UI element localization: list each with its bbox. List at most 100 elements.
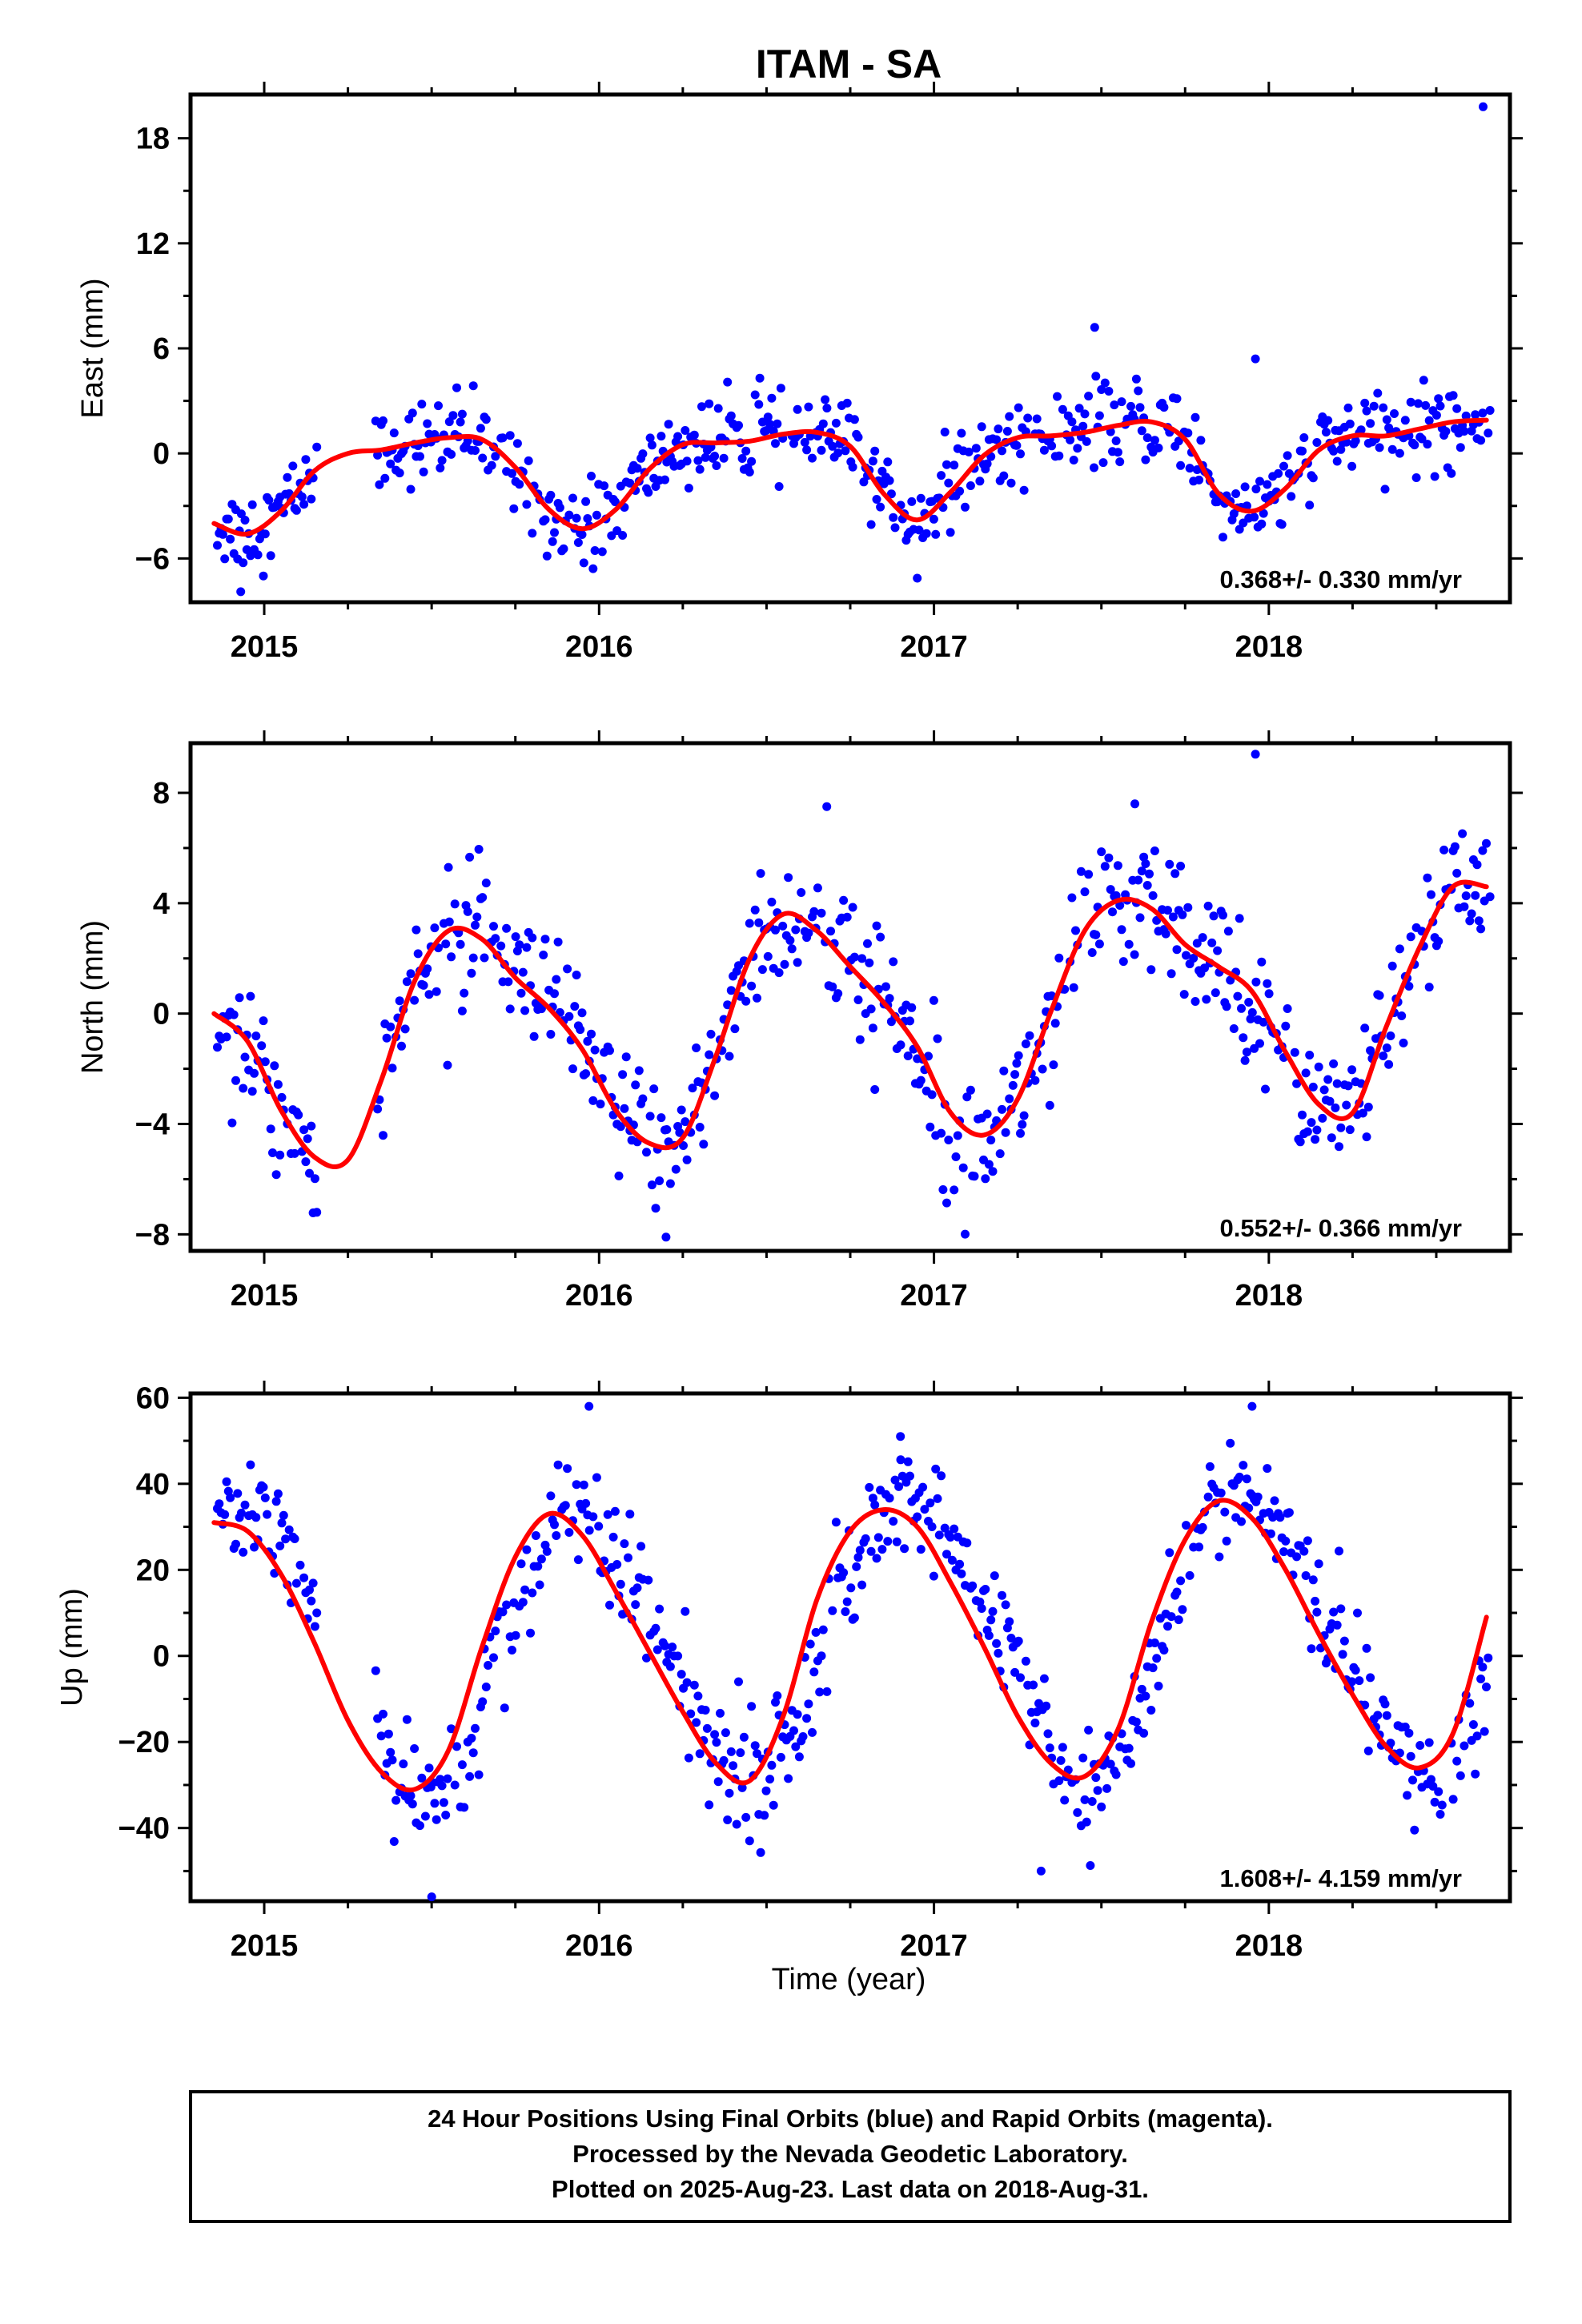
north-data-point — [1335, 1142, 1343, 1152]
north-data-point — [885, 994, 894, 1003]
up-data-point — [681, 1606, 690, 1616]
east-data-point — [977, 422, 986, 432]
up-data-point — [1045, 1743, 1054, 1753]
up-data-point — [918, 1482, 928, 1492]
up-data-point — [793, 1710, 802, 1719]
north-data-point — [520, 1006, 530, 1015]
north-data-point — [849, 952, 859, 962]
north-data-point — [750, 905, 760, 915]
east-data-point — [1456, 443, 1465, 452]
up-data-point — [312, 1608, 322, 1618]
east-data-point — [1058, 404, 1067, 414]
east-data-point — [259, 571, 268, 581]
east-data-point — [1110, 400, 1119, 410]
east-data-point — [297, 492, 307, 501]
east-data-point — [572, 513, 581, 523]
up-data-point — [760, 1811, 769, 1820]
up-data-point — [573, 1555, 583, 1565]
up-data-point — [818, 1625, 828, 1634]
up-data-point — [424, 1763, 434, 1773]
north-data-point — [410, 995, 420, 1005]
east-data-point — [1390, 409, 1399, 418]
up-x-tick-label: 2015 — [231, 1929, 299, 1963]
north-data-point — [1014, 1051, 1023, 1060]
north-data-point — [450, 899, 460, 909]
east-data-point — [1257, 519, 1267, 529]
up-data-point — [1042, 1701, 1051, 1711]
north-data-point — [1021, 1039, 1030, 1048]
up-data-point — [769, 1800, 778, 1810]
up-data-point — [726, 1747, 736, 1756]
north-data-point — [730, 1024, 740, 1034]
east-data-point — [741, 446, 751, 456]
east-data-point — [457, 409, 467, 419]
up-data-point — [594, 1522, 604, 1531]
up-data-point — [794, 1752, 804, 1762]
north-data-point — [1264, 989, 1274, 999]
up-data-point — [550, 1520, 559, 1530]
north-data-point — [303, 1134, 312, 1144]
up-data-point — [1353, 1608, 1362, 1618]
east-data-point — [220, 554, 230, 564]
up-data-point — [651, 1623, 661, 1633]
up-data-point — [767, 1760, 777, 1770]
north-outlier-point — [444, 862, 453, 872]
up-data-point — [508, 1646, 516, 1655]
east-data-point — [380, 473, 390, 483]
east-data-point — [808, 453, 817, 463]
east-data-point — [982, 459, 992, 468]
up-data-point — [1131, 1717, 1141, 1727]
north-data-point — [441, 939, 451, 949]
east-data-point — [1362, 406, 1371, 416]
up-data-point — [716, 1708, 725, 1718]
up-data-point — [379, 1709, 387, 1719]
north-data-point — [546, 1030, 556, 1039]
up-data-point — [584, 1526, 594, 1535]
up-data-point — [220, 1510, 230, 1519]
up-data-point — [701, 1706, 710, 1715]
north-data-point — [1375, 991, 1384, 1000]
east-data-point — [1235, 525, 1244, 534]
up-data-point — [222, 1477, 231, 1486]
up-data-point — [723, 1815, 733, 1824]
east-data-point — [754, 400, 764, 409]
north-data-point — [213, 1043, 222, 1052]
east-data-point — [1379, 403, 1388, 412]
north-data-point — [905, 1016, 914, 1026]
up-data-point — [1165, 1548, 1174, 1558]
up-data-point — [988, 1606, 998, 1616]
up-data-point — [942, 1550, 951, 1559]
north-data-point — [1179, 990, 1189, 999]
east-y-tick-label: 12 — [136, 227, 170, 261]
up-data-point — [1266, 1529, 1275, 1538]
up-data-point — [498, 1607, 508, 1617]
east-data-point — [1054, 451, 1064, 460]
north-data-point — [570, 1002, 580, 1011]
north-data-point — [402, 977, 412, 987]
east-outlier-point — [1251, 354, 1260, 364]
up-data-point — [689, 1680, 699, 1690]
east-data-point — [1091, 372, 1101, 381]
east-data-point — [564, 510, 574, 520]
north-data-point — [1019, 1111, 1029, 1120]
north-data-point — [1460, 902, 1469, 911]
north-data-point — [982, 1109, 992, 1119]
up-data-point — [977, 1604, 986, 1613]
north-data-point — [647, 1180, 656, 1190]
up-data-point — [865, 1482, 874, 1492]
east-data-point — [600, 481, 609, 491]
east-data-point — [929, 514, 938, 524]
east-data-point — [645, 433, 655, 443]
east-data-point — [291, 505, 301, 515]
north-data-point — [1384, 1059, 1394, 1069]
east-y-tick-label: 18 — [136, 123, 170, 156]
east-data-point — [406, 485, 416, 494]
up-data-point — [1430, 1797, 1439, 1807]
north-data-point — [741, 996, 751, 1006]
north-y-tick-label: 0 — [153, 998, 170, 1031]
east-data-point — [1323, 416, 1333, 425]
north-data-point — [231, 1076, 240, 1085]
up-data-point — [1332, 1620, 1342, 1630]
up-data-point — [986, 1615, 996, 1625]
